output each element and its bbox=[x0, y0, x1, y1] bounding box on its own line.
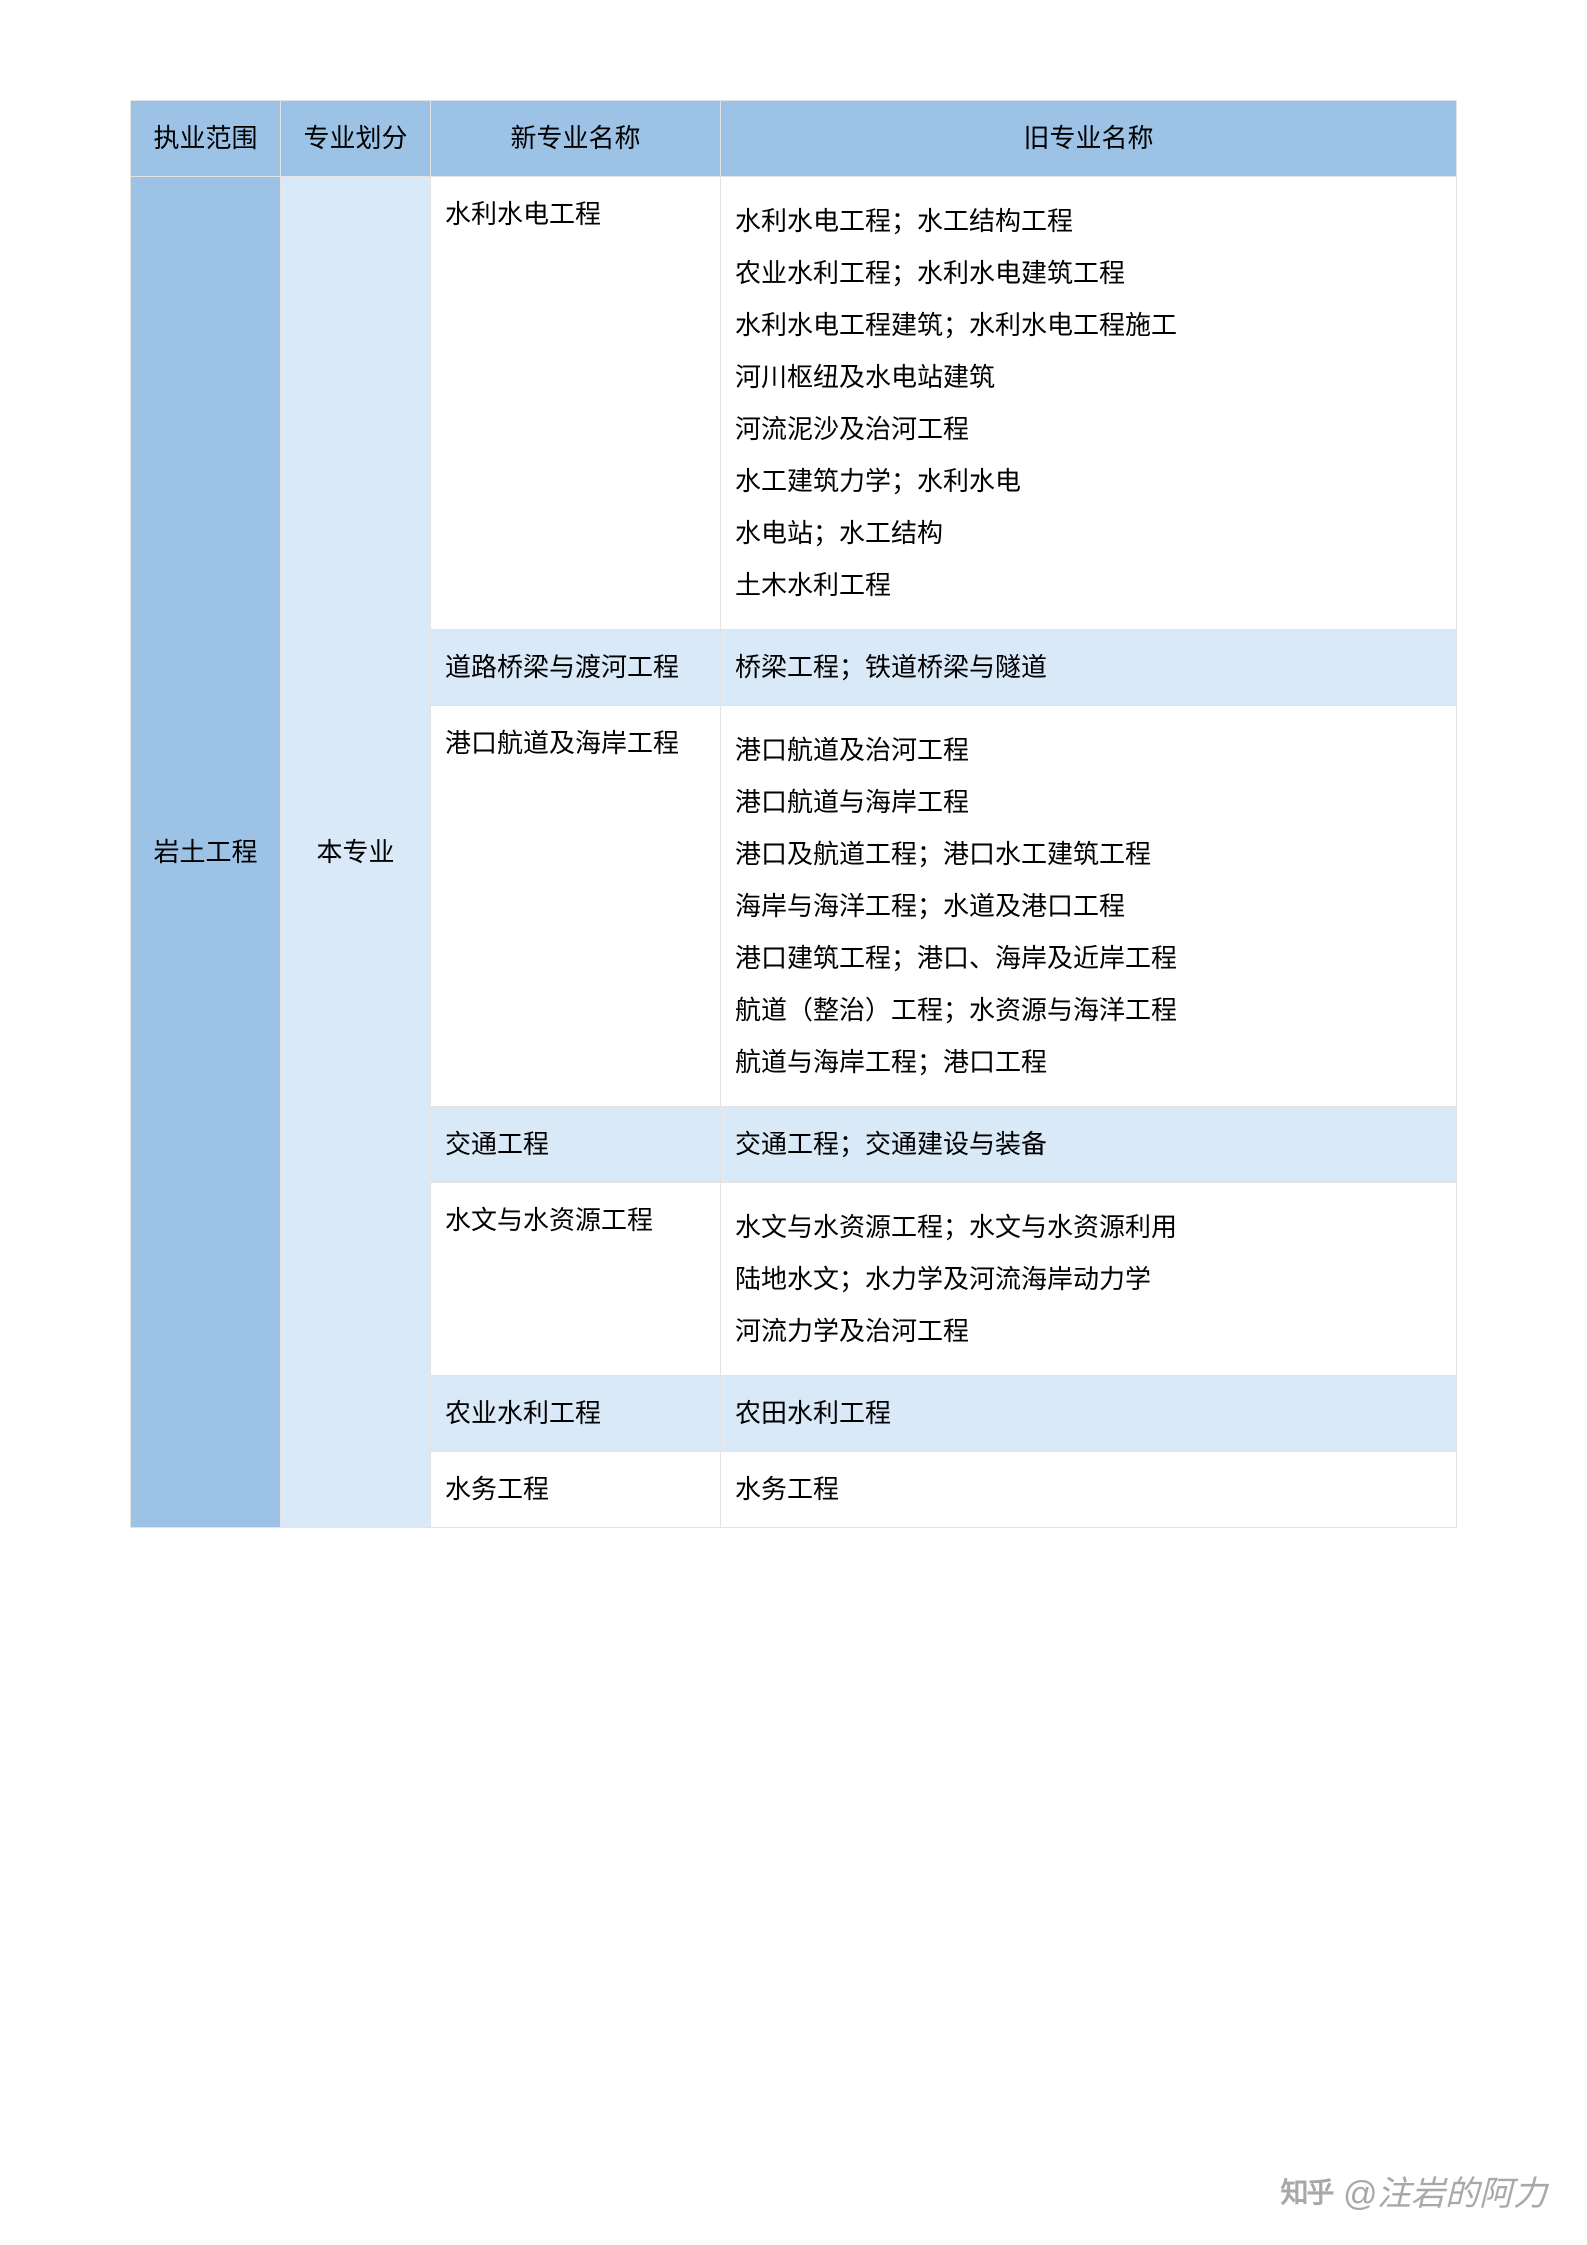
header-row: 执业范围 专业划分 新专业名称 旧专业名称 bbox=[131, 101, 1457, 177]
old-major-line: 农业水利工程；水利水电建筑工程 bbox=[735, 247, 1442, 299]
table-header: 执业范围 专业划分 新专业名称 旧专业名称 bbox=[131, 101, 1457, 177]
new-major-cell: 农业水利工程 bbox=[431, 1376, 721, 1452]
old-major-line: 土木水利工程 bbox=[735, 559, 1442, 611]
old-major-line: 水利水电工程建筑；水利水电工程施工 bbox=[735, 299, 1442, 351]
old-major-line: 港口航道及治河工程 bbox=[735, 724, 1442, 776]
old-major-line: 港口航道与海岸工程 bbox=[735, 776, 1442, 828]
division-cell: 本专业 bbox=[281, 177, 431, 1528]
old-major-line: 河川枢纽及水电站建筑 bbox=[735, 351, 1442, 403]
old-major-line: 水文与水资源工程；水文与水资源利用 bbox=[735, 1201, 1442, 1253]
old-major-line: 水工建筑力学；水利水电 bbox=[735, 455, 1442, 507]
new-major-cell: 道路桥梁与渡河工程 bbox=[431, 630, 721, 706]
watermark-text: @注岩的阿力 bbox=[1342, 2166, 1547, 2215]
old-major-line: 河流力学及治河工程 bbox=[735, 1305, 1442, 1357]
old-major-cell: 水务工程 bbox=[721, 1452, 1457, 1528]
old-major-line: 海岸与海洋工程；水道及港口工程 bbox=[735, 880, 1442, 932]
table-body: 岩土工程本专业水利水电工程水利水电工程；水工结构工程农业水利工程；水利水电建筑工… bbox=[131, 177, 1457, 1528]
old-major-cell: 水文与水资源工程；水文与水资源利用陆地水文；水力学及河流海岸动力学河流力学及治河… bbox=[721, 1183, 1457, 1376]
scope-cell: 岩土工程 bbox=[131, 177, 281, 1528]
old-major-line: 港口及航道工程；港口水工建筑工程 bbox=[735, 828, 1442, 880]
new-major-cell: 水利水电工程 bbox=[431, 177, 721, 630]
new-major-cell: 水务工程 bbox=[431, 1452, 721, 1528]
header-old-major: 旧专业名称 bbox=[721, 101, 1457, 177]
new-major-cell: 交通工程 bbox=[431, 1107, 721, 1183]
watermark: 知乎 @注岩的阿力 bbox=[1280, 2166, 1547, 2215]
new-major-cell: 水文与水资源工程 bbox=[431, 1183, 721, 1376]
header-new-major: 新专业名称 bbox=[431, 101, 721, 177]
old-major-cell: 水利水电工程；水工结构工程农业水利工程；水利水电建筑工程水利水电工程建筑；水利水… bbox=[721, 177, 1457, 630]
old-major-line: 水利水电工程；水工结构工程 bbox=[735, 195, 1442, 247]
major-table: 执业范围 专业划分 新专业名称 旧专业名称 岩土工程本专业水利水电工程水利水电工… bbox=[130, 100, 1457, 1528]
old-major-line: 河流泥沙及治河工程 bbox=[735, 403, 1442, 455]
old-major-line: 陆地水文；水力学及河流海岸动力学 bbox=[735, 1253, 1442, 1305]
old-major-cell: 港口航道及治河工程港口航道与海岸工程港口及航道工程；港口水工建筑工程海岸与海洋工… bbox=[721, 706, 1457, 1107]
old-major-line: 航道（整治）工程；水资源与海洋工程 bbox=[735, 984, 1442, 1036]
header-division: 专业划分 bbox=[281, 101, 431, 177]
old-major-cell: 桥梁工程；铁道桥梁与隧道 bbox=[721, 630, 1457, 706]
table-row: 岩土工程本专业水利水电工程水利水电工程；水工结构工程农业水利工程；水利水电建筑工… bbox=[131, 177, 1457, 630]
watermark-logo: 知乎 bbox=[1280, 2171, 1332, 2211]
old-major-cell: 交通工程；交通建设与装备 bbox=[721, 1107, 1457, 1183]
new-major-cell: 港口航道及海岸工程 bbox=[431, 706, 721, 1107]
old-major-line: 港口建筑工程；港口、海岸及近岸工程 bbox=[735, 932, 1442, 984]
old-major-cell: 农田水利工程 bbox=[721, 1376, 1457, 1452]
old-major-line: 航道与海岸工程；港口工程 bbox=[735, 1036, 1442, 1088]
header-scope: 执业范围 bbox=[131, 101, 281, 177]
old-major-line: 水电站；水工结构 bbox=[735, 507, 1442, 559]
